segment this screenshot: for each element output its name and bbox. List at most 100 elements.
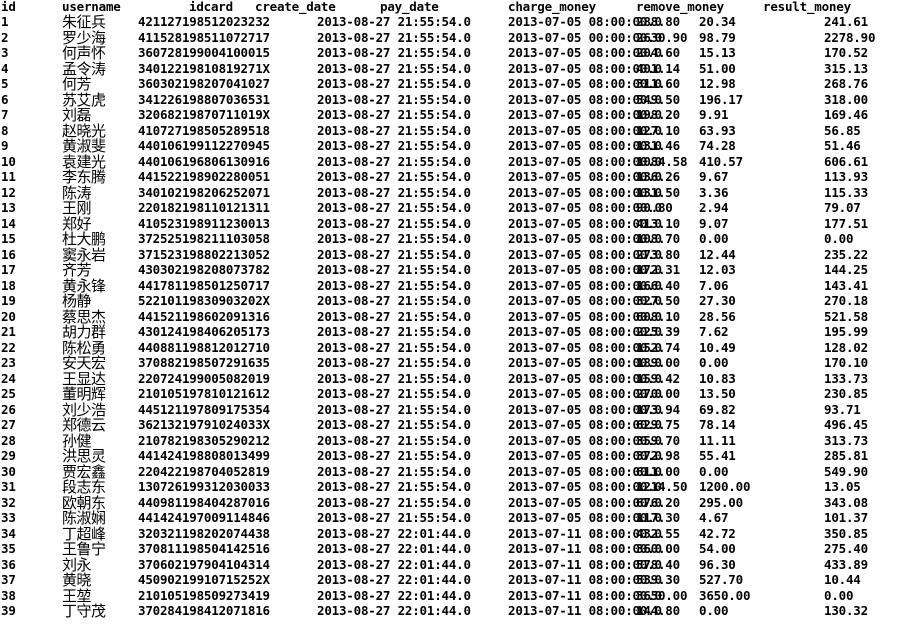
cell-idcard: 341226198807036531 (138, 91, 270, 107)
cell-idcard: 440881198812012710 (138, 339, 270, 355)
cell-create-date: 2013-08-27 21:55:54.0 (317, 45, 471, 60)
cell-result-money: 521.58 (824, 308, 868, 324)
cell-create-date: 2013-08-27 22:01:44.0 (317, 556, 471, 572)
cell-result-money: 606.61 (824, 153, 868, 169)
cell-id: 13 (1, 200, 16, 215)
table-body: 1 朱征兵 421127198512023232 2013-08-27 21:55:5… (0, 14, 897, 619)
cell-pay-date: 2013-07-05 08:00:00.0 (508, 494, 662, 510)
cell-id: 27 (1, 417, 16, 432)
cell-charge-money: 117.30 (636, 510, 680, 525)
cell-idcard: 210105197810121612 (138, 386, 270, 401)
cell-pay-date: 2013-07-05 08:00:00.0 (508, 401, 662, 417)
cell-remove-money: 295.00 (699, 494, 743, 510)
cell-username: 郑德云 (62, 416, 106, 434)
cell-pay-date: 2013-07-05 08:00:00.0 (508, 479, 662, 494)
table-row: 10 袁建光 440106196806130916 2013-08-27 21:55:… (0, 154, 897, 170)
cell-remove-money: 7.62 (699, 324, 729, 339)
cell-username: 段志东 (62, 478, 106, 496)
table-row: 22 陈松勇 440881198812012710 2013-08-27 21:55:… (0, 340, 897, 356)
cell-idcard: 421127198512023232 (138, 14, 270, 29)
cell-remove-money: 0.00 (699, 355, 729, 370)
cell-create-date: 2013-08-27 21:55:54.0 (317, 355, 471, 370)
cell-id: 3 (1, 45, 9, 60)
cell-create-date: 2013-08-27 21:55:54.0 (317, 370, 471, 386)
cell-result-money: 143.41 (824, 277, 868, 293)
cell-remove-money: 20.34 (699, 14, 736, 29)
cell-username: 何芳 (62, 75, 92, 93)
table-row: 6 苏艾虎 341226198807036531 2013-08-27 21:55:5… (0, 92, 897, 108)
cell-result-money: 13.05 (824, 479, 861, 494)
table-row: 29 洪思灵 441424198808013499 2013-08-27 21:55:… (0, 448, 897, 464)
cell-pay-date: 2013-07-05 08:00:00.0 (508, 200, 662, 215)
cell-pay-date: 2013-07-05 08:00:00.0 (508, 91, 662, 107)
table-row: 27 郑德云 36213219791024033X 2013-08-27 21:55:… (0, 417, 897, 433)
cell-username: 蔡思杰 (62, 307, 106, 326)
cell-id: 24 (1, 370, 16, 386)
cell-idcard: 340102198206252071 (138, 184, 270, 200)
cell-pay-date: 2013-07-11 08:00:00.0 (508, 572, 662, 587)
table-row: 30 贾宏鑫 220422198704052819 2013-08-27 21:55:… (0, 464, 897, 480)
cell-id: 4 (1, 60, 9, 76)
cell-pay-date: 2013-07-05 08:00:00.0 (508, 262, 662, 277)
cell-username: 欧朝东 (62, 493, 106, 512)
table-row: 13 王刚 220182198110121311 2013-08-27 21:55:5… (0, 200, 897, 216)
cell-charge-money: 270.00 (636, 386, 680, 401)
cell-idcard: 411528198511072717 (138, 29, 270, 45)
cell-charge-money: 288.80 (636, 14, 680, 29)
cell-charge-money: 327.50 (636, 293, 680, 308)
cell-charge-money: 144.80 (636, 603, 680, 618)
cell-pay-date: 2013-07-05 08:00:00.0 (508, 417, 662, 432)
cell-id: 6 (1, 91, 9, 107)
cell-username: 苏艾虎 (62, 90, 106, 109)
cell-result-money: 101.37 (824, 510, 868, 525)
cell-idcard: 320321198202074438 (138, 525, 270, 541)
cell-remove-money: 9.07 (699, 215, 729, 231)
cell-create-date: 2013-08-27 21:55:54.0 (317, 262, 471, 277)
cell-pay-date: 2013-07-05 08:00:00.0 (508, 463, 662, 479)
cell-id: 8 (1, 122, 9, 138)
cell-charge-money: 273.80 (636, 246, 680, 262)
column-header-result-money: result_money (763, 0, 851, 14)
cell-result-money: 275.40 (824, 541, 868, 556)
cell-charge-money: 629.75 (636, 417, 680, 432)
cell-charge-money: 413.10 (636, 215, 680, 231)
cell-create-date: 2013-08-27 21:55:54.0 (317, 510, 471, 525)
cell-id: 7 (1, 107, 9, 122)
table-row: 9 黄淑斐 440106199112270945 2013-08-27 21:55:5… (0, 138, 897, 154)
cell-create-date: 2013-08-27 21:55:54.0 (317, 401, 471, 417)
cell-remove-money: 410.57 (699, 153, 743, 169)
cell-result-money: 133.73 (824, 370, 868, 386)
cell-result-money: 268.76 (824, 76, 868, 91)
cell-result-money: 177.51 (824, 215, 868, 231)
cell-idcard: 440981198404287016 (138, 494, 270, 510)
cell-charge-money: 159.42 (636, 370, 680, 386)
cell-remove-money: 9.91 (699, 107, 729, 122)
cell-result-money: 170.52 (824, 45, 868, 60)
cell-result-money: 270.18 (824, 293, 868, 308)
cell-charge-money: 359.70 (636, 432, 680, 448)
cell-remove-money: 63.93 (699, 122, 736, 138)
cell-remove-money: 42.72 (699, 525, 736, 541)
column-header-id: id (1, 0, 16, 14)
cell-username: 刘少浩 (62, 400, 106, 419)
cell-create-date: 2013-08-27 21:55:54.0 (317, 339, 471, 355)
cell-pay-date: 2013-07-05 08:00:00.0 (508, 308, 662, 324)
cell-pay-date: 2013-07-11 08:00:00.0 (508, 556, 662, 572)
cell-charge-money: 360.00 (636, 541, 680, 556)
cell-remove-money: 12.44 (699, 246, 736, 262)
cell-result-money: 2278.90 (824, 29, 876, 45)
cell-pay-date: 2013-07-05 08:00:00.0 (508, 45, 662, 60)
cell-pay-date: 2013-07-05 00:00:00.0 (508, 29, 662, 45)
cell-id: 18 (1, 277, 16, 293)
cell-pay-date: 2013-07-05 08:00:00.0 (508, 324, 662, 339)
cell-id: 25 (1, 386, 16, 401)
cell-id: 30 (1, 463, 16, 479)
cell-username: 陈涛 (62, 183, 92, 202)
cell-pay-date: 2013-07-05 08:00:00.0 (508, 370, 662, 386)
table-header-row: id username idcard create_date pay_date … (0, 0, 897, 14)
cell-username: 贾宏鑫 (62, 462, 106, 481)
cell-create-date: 2013-08-27 21:55:54.0 (317, 76, 471, 91)
cell-result-money: 318.00 (824, 91, 868, 107)
cell-username: 窦永岩 (62, 245, 106, 264)
cell-create-date: 2013-08-27 21:55:54.0 (317, 14, 471, 29)
